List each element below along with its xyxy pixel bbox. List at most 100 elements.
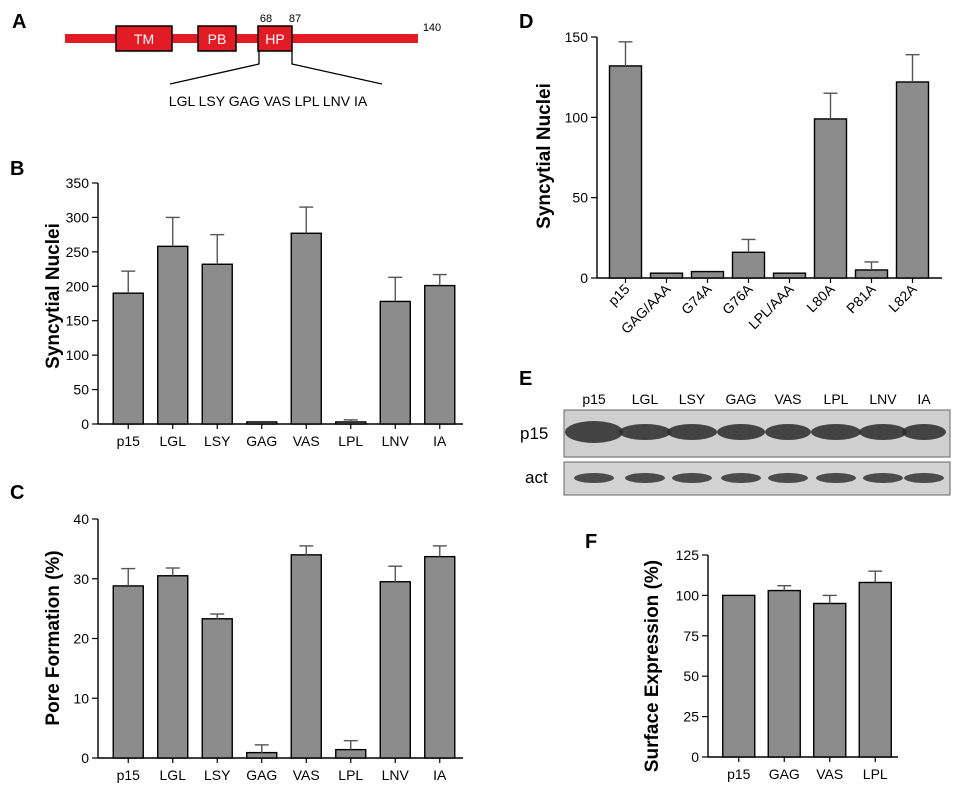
blot-band-p15	[565, 421, 623, 443]
position-68: 68	[260, 13, 272, 25]
blot-band-act	[904, 473, 944, 483]
chart-d-bar	[854, 269, 889, 279]
domain-tm-box	[115, 25, 173, 52]
chart-b-ylabel: Syncytial Nuclei	[43, 223, 64, 369]
blot-lane-label: LPL	[824, 391, 849, 407]
chart-f-ytick-label: 25	[683, 709, 699, 725]
chart-d-category-label: G74A	[678, 280, 715, 317]
chart-b-category-label: LGL	[160, 433, 187, 449]
chart-b-ytick-label: 0	[81, 416, 89, 432]
blot-band-p15	[859, 424, 907, 440]
panel-letter-b: B	[10, 158, 24, 180]
chart-c-category-label: p15	[117, 767, 141, 783]
chart-d-category-label: L80A	[803, 280, 838, 315]
chart-d-category-label: G76A	[719, 280, 756, 317]
domain-hp-label: HP	[265, 31, 284, 47]
position-140: 140	[423, 22, 441, 34]
chart-d-category-label: p15	[605, 281, 633, 309]
chart-c-category-label: LPL	[338, 767, 363, 783]
chart-f-ytick-label: 50	[683, 668, 699, 684]
panel-letter-a: A	[12, 11, 26, 33]
panel-letter-c: C	[10, 482, 24, 504]
chart-c-bar	[157, 575, 189, 759]
chart-b-category-label: LPL	[338, 433, 363, 449]
chart-f-bar	[858, 581, 892, 758]
chart-c-ylabel: Pore Formation (%)	[43, 550, 64, 725]
chart-b-category-label: GAG	[246, 433, 277, 449]
chart-f-ytick-label: 75	[683, 628, 699, 644]
chart-f-ytick-label: 0	[691, 749, 699, 765]
panel-letter-e: E	[519, 368, 532, 390]
chart-b-bar	[157, 245, 189, 425]
chart-c-ytick-label: 0	[81, 750, 89, 766]
chart-d-ytick-label: 150	[565, 29, 589, 45]
chart-c-bar	[246, 751, 278, 759]
protein-domain-diagram: TM PB HP 68 87 140 LGL LSY GAG VAS LPL L…	[65, 13, 441, 109]
blot-row-label-p15: p15	[520, 424, 548, 443]
domain-pb-box	[197, 25, 237, 52]
chart-d-ytick-label: 0	[580, 270, 588, 286]
chart-b-syncytial-nuclei: Syncytial Nuclei 0 50 100 150 200 250 300 350 p1…	[43, 175, 463, 449]
chart-d-category-label: LPL/AAA	[745, 280, 797, 332]
chart-d-bar	[690, 270, 725, 279]
chart-b-ytick-label: 50	[73, 382, 89, 398]
chart-d-ytick-label: 50	[572, 190, 588, 206]
chart-c-bar	[335, 748, 367, 759]
chart-b-category-label: VAS	[293, 433, 320, 449]
blot-band-p15	[619, 424, 671, 440]
chart-f-category-label: LPL	[863, 766, 888, 782]
blot-band-act	[625, 473, 665, 483]
chart-c-category-label: IA	[433, 767, 447, 783]
chart-b-ytick-label: 200	[66, 278, 90, 294]
domain-tm-label: TM	[134, 31, 154, 47]
western-blot: p15 act p15 LGL LSY GAG VAS LPL LNV IA	[520, 391, 951, 496]
hp-zoom-line-left	[169, 51, 260, 85]
chart-d-bar	[608, 65, 643, 279]
chart-c-bar	[112, 585, 144, 759]
chart-b-ytick-label: 100	[66, 347, 90, 363]
chart-c-bar	[379, 581, 411, 759]
chart-b-bar	[335, 421, 367, 425]
chart-c-ytick-label: 10	[73, 690, 89, 706]
blot-lane-label: IA	[917, 391, 931, 407]
domain-pb-label: PB	[208, 31, 227, 47]
blot-band-p15	[902, 424, 946, 440]
chart-c-category-label: LNV	[382, 767, 410, 783]
blot-band-p15	[717, 424, 765, 440]
chart-f-bar	[767, 589, 801, 758]
chart-c-category-label: VAS	[293, 767, 320, 783]
domain-hp-box	[257, 25, 293, 52]
blot-band-p15	[667, 424, 717, 440]
chart-d-bar	[895, 81, 930, 279]
chart-d-bar	[649, 272, 684, 279]
chart-f-ylabel: Surface Expression (%)	[642, 560, 663, 772]
chart-b-ytick-label: 350	[66, 175, 90, 191]
chart-b-bar	[201, 263, 233, 425]
position-87: 87	[289, 13, 301, 25]
chart-c-ytick-label: 20	[73, 631, 89, 647]
chart-d-bar	[813, 118, 848, 279]
chart-b-bar	[112, 292, 144, 425]
blot-band-act	[768, 473, 808, 483]
chart-c-bar	[290, 554, 322, 759]
chart-f-ytick-label: 125	[676, 547, 700, 563]
chart-f-category-label: p15	[727, 766, 751, 782]
blot-band-act	[721, 473, 761, 483]
chart-b-bar	[246, 421, 278, 425]
chart-b-category-label: LSY	[204, 433, 231, 449]
chart-b-ytick-label: 250	[66, 244, 90, 260]
chart-b-bar	[290, 232, 322, 425]
chart-f-category-label: GAG	[769, 766, 800, 782]
chart-b-category-label: p15	[117, 433, 141, 449]
blot-lane-label: LGL	[632, 391, 659, 407]
chart-b-category-label: IA	[433, 433, 447, 449]
chart-d-bar	[731, 251, 766, 279]
blot-band-p15	[765, 424, 811, 440]
chart-f-surface-expression: Surface Expression (%) 0 25 50 75 100 125 p15 G…	[642, 547, 898, 782]
blot-band-act	[574, 473, 614, 483]
chart-f-bar	[813, 602, 847, 758]
panel-letter-d: D	[519, 11, 533, 33]
hp-sequence: LGL LSY GAG VAS LPL LNV IA	[169, 93, 368, 109]
